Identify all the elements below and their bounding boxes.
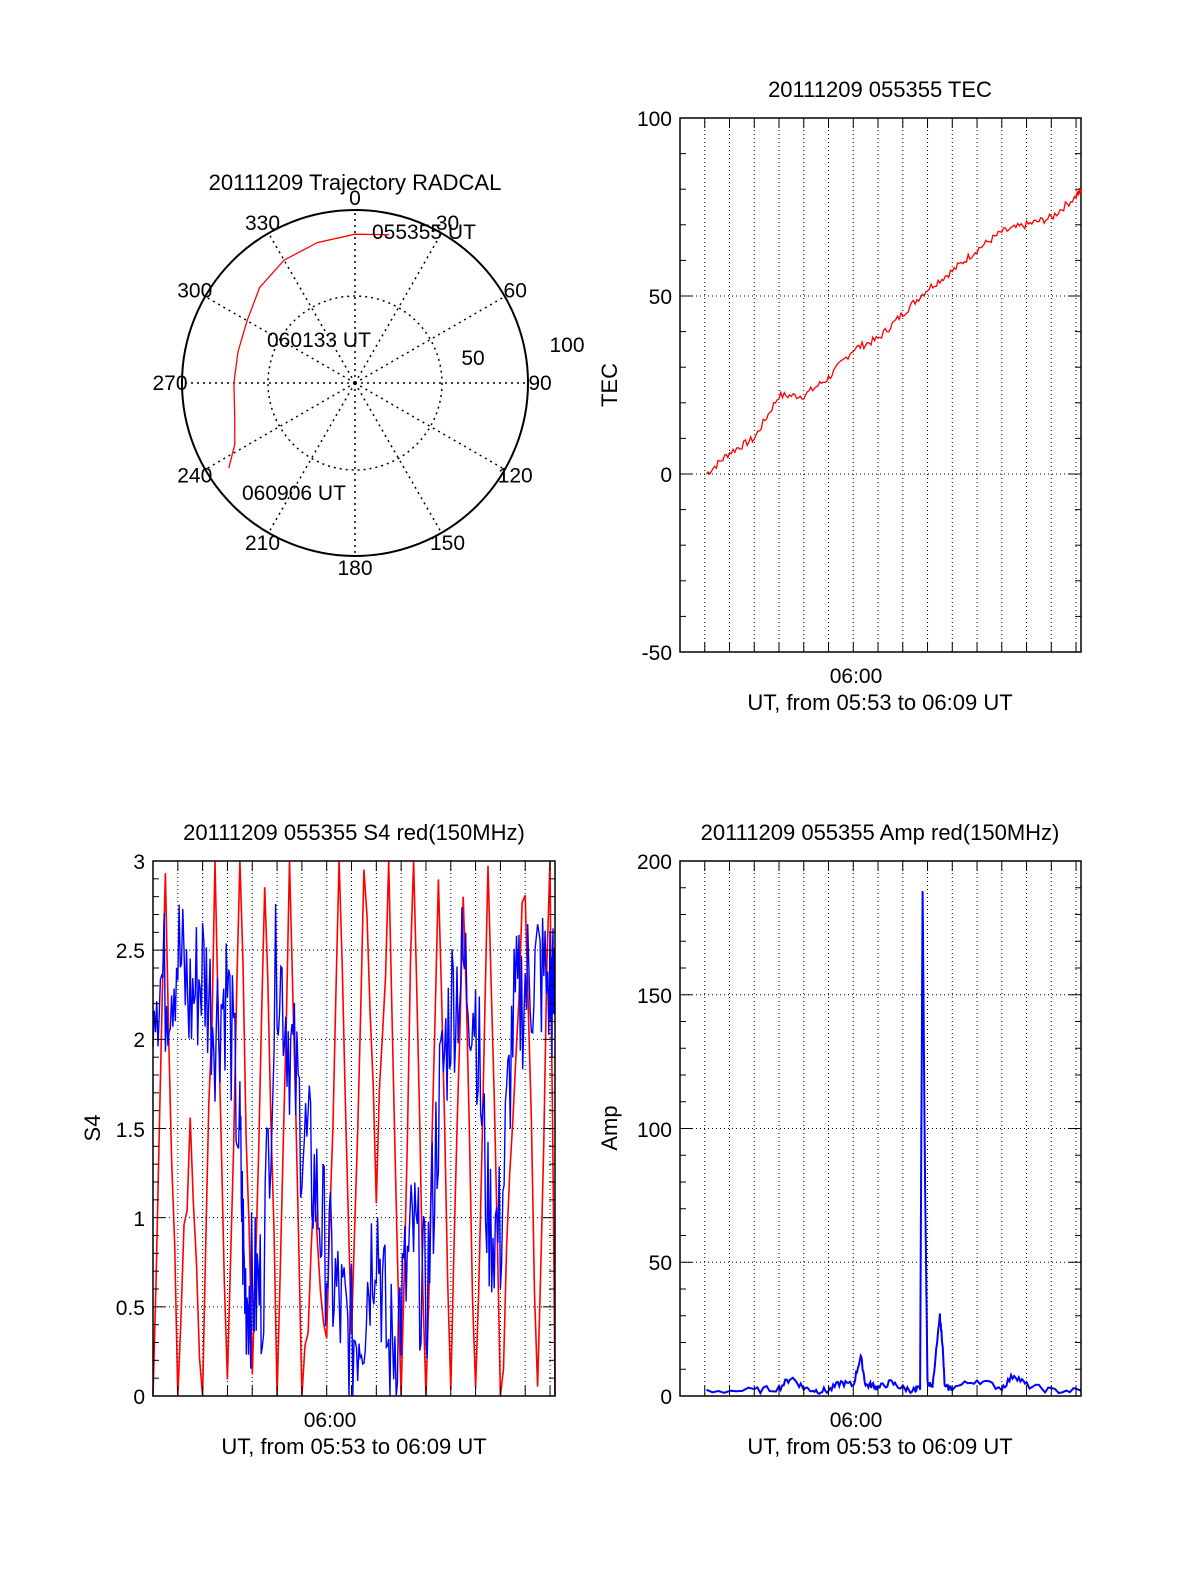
azimuth-label-90: 90: [528, 372, 551, 395]
polar-inner-ring: [267, 295, 443, 471]
azimuth-label-210: 210: [245, 532, 280, 555]
trajectory-title: 20111209 Trajectory RADCAL: [209, 170, 502, 195]
amp-series-line: [706, 891, 1082, 1396]
amp-ytick-200: 200: [637, 851, 672, 874]
s4-ylabel: S4: [80, 1115, 105, 1142]
track-end-label: 060906 UT: [242, 482, 346, 505]
polar-spokes: [182, 210, 528, 556]
s4-ytick-0: 0: [133, 1386, 145, 1409]
amp-ytick-150: 150: [637, 985, 672, 1008]
s4-ytick-2: 2: [133, 1029, 145, 1052]
amp-ylabel: Amp: [597, 1105, 622, 1150]
radial-label-100: 100: [549, 334, 584, 357]
s4-xtick-0600: 06:00: [304, 1409, 357, 1432]
polar-outer-ring: [181, 209, 529, 557]
s4-title: 20111209 055355 S4 red(150MHz): [183, 820, 525, 845]
polar-spoke-210: [267, 382, 356, 534]
s4-ytick-2-5: 2.5: [116, 940, 145, 963]
azimuth-label-120: 120: [498, 465, 533, 488]
polar-spoke-240: [204, 382, 356, 471]
azimuth-label-270: 270: [152, 372, 187, 395]
s4-ytick-3: 3: [133, 851, 145, 874]
amp-xlabel: UT, from 05:53 to 06:09 UT: [747, 1434, 1012, 1459]
amp-grid: [680, 861, 1081, 1396]
tec-grid: [680, 118, 1081, 652]
s4-ticks: [153, 861, 555, 1396]
polar-spoke-30: [354, 232, 443, 384]
tec-frame: [679, 117, 1082, 653]
s4-ytick-1: 1: [133, 1208, 145, 1231]
tec-ticks: [680, 118, 1081, 652]
trajectory-panel: 20111209 Trajectory RADCAL 0 30 60 90 120 150…: [152, 170, 584, 580]
azimuth-label-180: 180: [337, 557, 372, 580]
tec-ytick-0: 0: [660, 464, 672, 487]
tec-title: 20111209 055355 TEC: [768, 77, 992, 102]
track-start-label: 055355 UT: [372, 221, 476, 244]
radial-label-50: 50: [461, 347, 484, 370]
track-mid-label: 060133 UT: [267, 329, 371, 352]
s4-xlabel: UT, from 05:53 to 06:09 UT: [221, 1434, 486, 1459]
amp-panel: 20111209 055355 Amp red(150MHz) 200 150 …: [597, 820, 1082, 1459]
azimuth-label-30: 30: [436, 212, 459, 235]
azimuth-labels: 0 30 60 90 120 150 180 210 240 270 300 330: [152, 187, 551, 580]
s4-ytick-0-5: 0.5: [116, 1297, 145, 1320]
trajectory-track: [228, 233, 390, 469]
polar-spoke-330: [267, 232, 356, 384]
s4-red-series: [152, 860, 556, 1397]
azimuth-label-300: 300: [177, 280, 212, 303]
polar-spoke-120: [354, 382, 506, 471]
s4-panel: 20111209 055355 S4 red(150MHz) 3 2.5 2 1…: [80, 820, 556, 1459]
azimuth-label-60: 60: [504, 280, 527, 303]
polar-spoke-150: [354, 382, 443, 534]
s4-ytick-1-5: 1.5: [116, 1119, 145, 1142]
s4-grid: [153, 861, 555, 1396]
tec-ytick-50: 50: [649, 286, 672, 309]
tec-xlabel: UT, from 05:53 to 06:09 UT: [747, 690, 1012, 715]
azimuth-label-240: 240: [177, 465, 212, 488]
amp-ticks: [680, 861, 1081, 1396]
s4-blue-series: [152, 903, 556, 1397]
amp-ytick-100: 100: [637, 1119, 672, 1142]
tec-panel: 20111209 055355 TEC 100 50 0 -50 TEC 06:…: [597, 77, 1082, 715]
azimuth-label-0: 0: [349, 187, 361, 210]
amp-ytick-50: 50: [649, 1252, 672, 1275]
tec-ytick-100: 100: [637, 108, 672, 131]
polar-spoke-60: [354, 295, 506, 384]
polar-spoke-300: [204, 295, 356, 384]
azimuth-label-150: 150: [430, 532, 465, 555]
tec-xtick-0600: 06:00: [830, 665, 883, 688]
tec-ytick-neg50: -50: [642, 642, 672, 665]
tec-series-line: [705, 188, 1082, 476]
tec-ylabel: TEC: [597, 363, 622, 407]
amp-xtick-0600: 06:00: [830, 1409, 883, 1432]
amp-title: 20111209 055355 Amp red(150MHz): [701, 820, 1060, 845]
amp-ytick-0: 0: [660, 1386, 672, 1409]
azimuth-label-330: 330: [245, 212, 280, 235]
